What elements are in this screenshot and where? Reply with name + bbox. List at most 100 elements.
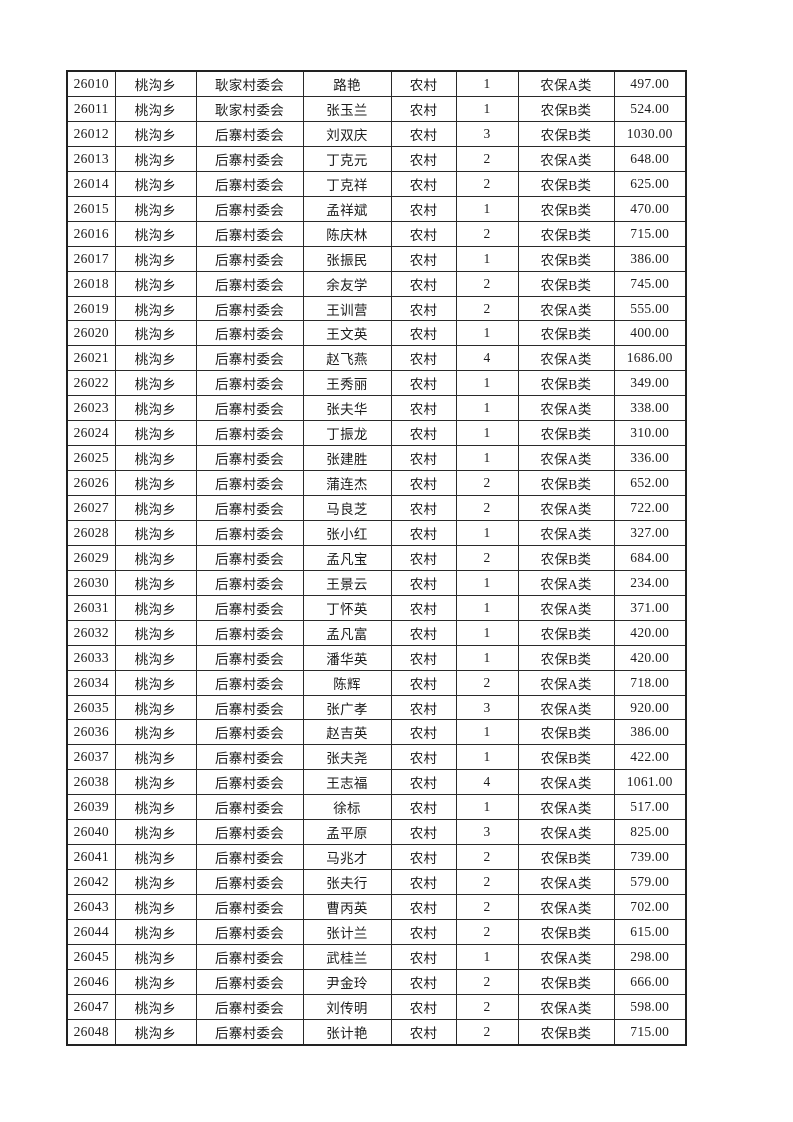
cell-residence-type: 农村	[390, 594, 457, 621]
cell-township: 桃沟乡	[114, 669, 197, 696]
table-row: 26019 桃沟乡 后寨村委会 王训营 农村 2 农保A类 555.00	[66, 295, 687, 322]
cell-insurance-type: 农保A类	[517, 70, 615, 98]
cell-insurance-type: 农保A类	[517, 894, 615, 920]
cell-amount: 625.00	[613, 170, 687, 197]
cell-insurance-type: 农保A类	[517, 594, 615, 621]
cell-village-committee: 后寨村委会	[195, 769, 304, 796]
cell-village-committee: 后寨村委会	[195, 918, 304, 945]
cell-name: 王训营	[302, 295, 392, 322]
table-row: 26028 桃沟乡 后寨村委会 张小红 农村 1 农保A类 327.00	[66, 519, 687, 546]
cell-insurance-type: 农保B类	[517, 270, 615, 297]
cell-township: 桃沟乡	[114, 943, 197, 970]
cell-insurance-type: 农保A类	[517, 569, 615, 596]
cell-residence-type: 农村	[390, 619, 457, 646]
cell-village-committee: 后寨村委会	[195, 270, 304, 297]
cell-count: 3	[455, 120, 519, 147]
cell-residence-type: 农村	[390, 794, 457, 821]
cell-residence-type: 农村	[390, 420, 457, 447]
cell-village-committee: 后寨村委会	[195, 694, 304, 721]
cell-name: 孟凡宝	[302, 544, 392, 571]
cell-village-committee: 后寨村委会	[195, 470, 304, 497]
cell-name: 张建胜	[302, 445, 392, 472]
cell-count: 2	[455, 470, 519, 497]
cell-count: 2	[455, 220, 519, 247]
table-row: 26029 桃沟乡 后寨村委会 孟凡宝 农村 2 农保B类 684.00	[66, 544, 687, 571]
cell-village-committee: 后寨村委会	[195, 420, 304, 447]
cell-residence-type: 农村	[390, 769, 457, 796]
table-row: 26022 桃沟乡 后寨村委会 王秀丽 农村 1 农保B类 349.00	[66, 370, 687, 397]
cell-id: 26045	[66, 943, 116, 970]
cell-amount: 825.00	[613, 819, 687, 846]
table-row: 26026 桃沟乡 后寨村委会 蒲连杰 农村 2 农保B类 652.00	[66, 470, 687, 497]
cell-id: 26034	[66, 669, 116, 696]
cell-count: 2	[455, 495, 519, 521]
cell-amount: 1686.00	[613, 345, 687, 372]
table-row: 26034 桃沟乡 后寨村委会 陈辉 农村 2 农保A类 718.00	[66, 669, 687, 696]
cell-id: 26036	[66, 719, 116, 746]
cell-count: 1	[455, 594, 519, 621]
cell-name: 潘华英	[302, 644, 392, 671]
cell-township: 桃沟乡	[114, 70, 197, 98]
cell-residence-type: 农村	[390, 395, 457, 422]
table-row: 26011 桃沟乡 耿家村委会 张玉兰 农村 1 农保B类 524.00	[66, 96, 687, 122]
cell-count: 1	[455, 445, 519, 472]
cell-residence-type: 农村	[390, 495, 457, 521]
cell-village-committee: 后寨村委会	[195, 495, 304, 521]
cell-village-committee: 后寨村委会	[195, 445, 304, 472]
table-row: 26043 桃沟乡 后寨村委会 曹丙英 农村 2 农保A类 702.00	[66, 894, 687, 920]
cell-residence-type: 农村	[390, 968, 457, 995]
cell-insurance-type: 农保A类	[517, 694, 615, 721]
cell-insurance-type: 农保B类	[517, 96, 615, 122]
cell-amount: 298.00	[613, 943, 687, 970]
cell-amount: 338.00	[613, 395, 687, 422]
cell-village-committee: 后寨村委会	[195, 744, 304, 771]
cell-residence-type: 农村	[390, 220, 457, 247]
cell-count: 2	[455, 968, 519, 995]
cell-village-committee: 后寨村委会	[195, 894, 304, 920]
table-row: 26027 桃沟乡 后寨村委会 马良芝 农村 2 农保A类 722.00	[66, 495, 687, 521]
cell-name: 陈庆林	[302, 220, 392, 247]
cell-village-committee: 后寨村委会	[195, 644, 304, 671]
cell-township: 桃沟乡	[114, 345, 197, 372]
cell-residence-type: 农村	[390, 894, 457, 920]
cell-amount: 715.00	[613, 1018, 687, 1046]
cell-residence-type: 农村	[390, 70, 457, 98]
cell-count: 2	[455, 544, 519, 571]
cell-amount: 666.00	[613, 968, 687, 995]
cell-insurance-type: 农保A类	[517, 295, 615, 322]
cell-township: 桃沟乡	[114, 519, 197, 546]
cell-id: 26024	[66, 420, 116, 447]
cell-village-committee: 后寨村委会	[195, 869, 304, 896]
cell-insurance-type: 农保B类	[517, 170, 615, 197]
cell-amount: 684.00	[613, 544, 687, 571]
cell-residence-type: 农村	[390, 245, 457, 272]
cell-residence-type: 农村	[390, 819, 457, 846]
cell-id: 26016	[66, 220, 116, 247]
table-row: 26042 桃沟乡 后寨村委会 张夫行 农村 2 农保A类 579.00	[66, 869, 687, 896]
cell-count: 4	[455, 769, 519, 796]
table-row: 26013 桃沟乡 后寨村委会 丁克元 农村 2 农保A类 648.00	[66, 145, 687, 172]
cell-township: 桃沟乡	[114, 744, 197, 771]
cell-name: 刘传明	[302, 993, 392, 1020]
table-row: 26046 桃沟乡 后寨村委会 尹金玲 农村 2 农保B类 666.00	[66, 968, 687, 995]
cell-name: 张夫华	[302, 395, 392, 422]
cell-insurance-type: 农保B类	[517, 220, 615, 247]
cell-id: 26035	[66, 694, 116, 721]
cell-insurance-type: 农保A类	[517, 819, 615, 846]
cell-name: 马兆才	[302, 844, 392, 871]
cell-township: 桃沟乡	[114, 245, 197, 272]
cell-id: 26027	[66, 495, 116, 521]
cell-amount: 470.00	[613, 195, 687, 222]
cell-count: 1	[455, 420, 519, 447]
cell-id: 26048	[66, 1018, 116, 1046]
cell-residence-type: 农村	[390, 96, 457, 122]
cell-count: 2	[455, 170, 519, 197]
cell-id: 26047	[66, 993, 116, 1020]
cell-amount: 349.00	[613, 370, 687, 397]
cell-insurance-type: 农保A类	[517, 445, 615, 472]
cell-name: 孟平原	[302, 819, 392, 846]
cell-id: 26029	[66, 544, 116, 571]
cell-insurance-type: 农保B类	[517, 1018, 615, 1046]
cell-insurance-type: 农保A类	[517, 669, 615, 696]
table-row: 26047 桃沟乡 后寨村委会 刘传明 农村 2 农保A类 598.00	[66, 993, 687, 1020]
